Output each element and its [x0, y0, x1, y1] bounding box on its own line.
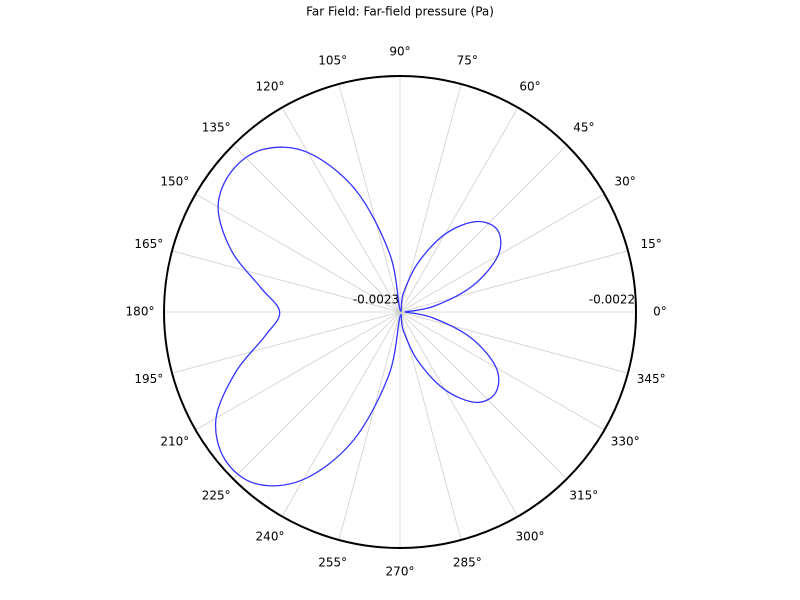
grid-spoke [338, 83, 401, 313]
grid-spoke [399, 311, 605, 431]
angle-tick-label: 60° [519, 79, 540, 93]
grid-spoke [171, 311, 401, 374]
angle-tick-label: 225° [202, 488, 231, 502]
grid-spoke [171, 250, 401, 313]
polar-line [214, 146, 502, 487]
grid-spoke [281, 311, 401, 517]
grid-spoke [195, 311, 401, 431]
angle-tick-label: 90° [389, 45, 410, 59]
angle-tick-label: 45° [573, 121, 594, 135]
angle-tick-label: 285° [453, 556, 482, 570]
angle-tick-label: 210° [160, 435, 189, 449]
radial-tick-label: -0.0022 [589, 293, 635, 307]
grid-spoke [399, 193, 605, 313]
angle-tick-label: 120° [256, 79, 285, 93]
angle-tick-label: 315° [569, 488, 598, 502]
angle-tick-label: 195° [134, 372, 163, 386]
angle-tick-label: 345° [637, 372, 666, 386]
angle-tick-label: 0° [653, 305, 667, 319]
angle-tick-label: 165° [134, 237, 163, 251]
angle-tick-label: 255° [318, 556, 347, 570]
outer-circle [163, 75, 637, 549]
grid-spoke [399, 107, 519, 313]
grid-spoke [399, 144, 568, 313]
grid-spoke [232, 144, 401, 313]
chart-title: Far Field: Far-field pressure (Pa) [306, 5, 494, 19]
angle-tick-label: 135° [202, 121, 231, 135]
angle-tick-label: 105° [318, 53, 347, 67]
angle-tick-label: 330° [611, 435, 640, 449]
grid-spoke [399, 311, 568, 480]
grid-spoke [399, 83, 462, 313]
angle-tick-label: 180° [126, 305, 155, 319]
grid-spoke [338, 311, 401, 541]
angle-tick-label: 15° [641, 237, 662, 251]
grid-spoke [281, 107, 401, 313]
grid-spoke [232, 311, 401, 480]
grid-spoke [399, 311, 629, 374]
grid-spoke [399, 311, 462, 541]
grid-spoke [195, 193, 401, 313]
angle-tick-label: 30° [615, 175, 636, 189]
angle-tick-label: 270° [386, 565, 415, 579]
grid-spoke [399, 311, 519, 517]
grid-spoke [399, 250, 629, 313]
angle-tick-label: 240° [256, 530, 285, 544]
radial-tick-label: -0.0023 [353, 293, 399, 307]
angle-tick-label: 75° [457, 53, 478, 67]
angle-tick-label: 150° [160, 175, 189, 189]
angle-tick-label: 300° [516, 530, 545, 544]
